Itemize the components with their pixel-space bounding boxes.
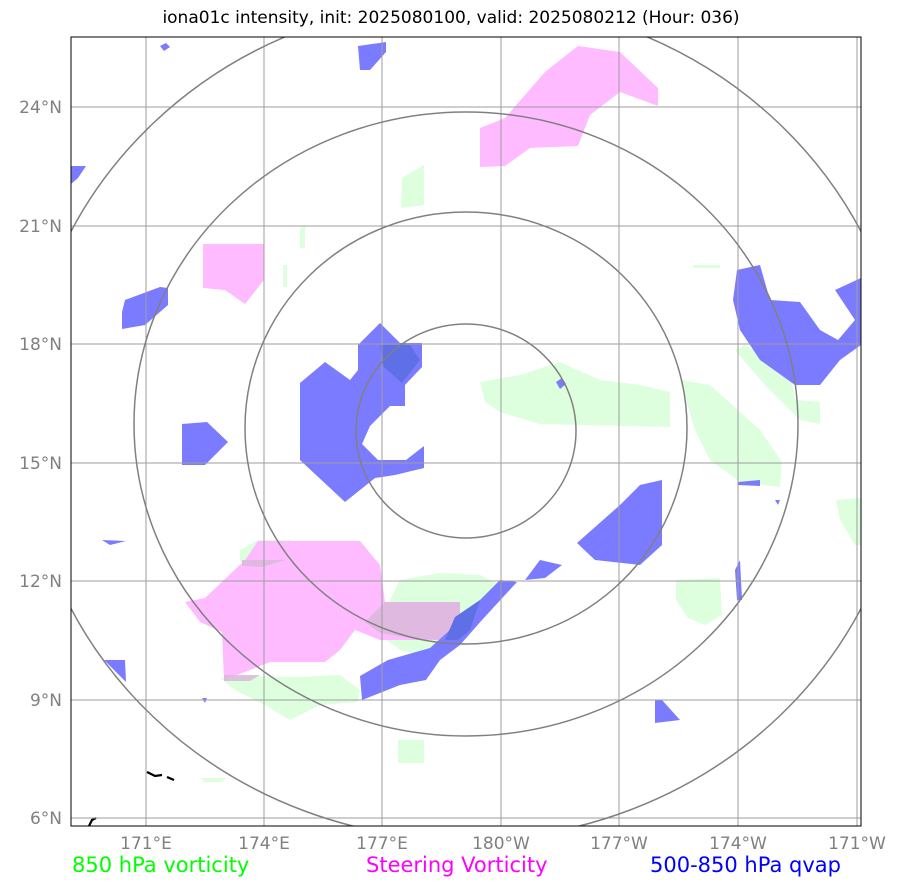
- steering-region: [203, 244, 264, 304]
- lat-tick-label: 21°N: [19, 217, 62, 237]
- range-ring: [244, 211, 688, 645]
- qvap-region: [525, 560, 562, 580]
- qvap-region: [182, 422, 228, 465]
- vort850-region: [300, 226, 305, 248]
- vort850-region: [836, 498, 861, 545]
- lat-tick-labels: 24°N 21°N 18°N 15°N 12°N 9°N 6°N: [19, 98, 62, 829]
- vort850-region: [401, 165, 424, 208]
- lat-tick-label: 9°N: [30, 691, 62, 711]
- coastline: [166, 775, 175, 782]
- qvap-region: [358, 42, 386, 70]
- map-title: iona01c intensity, init: 2025080100, val…: [162, 8, 740, 28]
- vort850-region: [283, 265, 287, 287]
- overlap-region: [224, 675, 260, 681]
- lat-tick-label: 24°N: [19, 98, 62, 118]
- qvap-region: [738, 480, 760, 486]
- lat-tick-label: 6°N: [30, 809, 62, 829]
- legend-850-vorticity: 850 hPa vorticity: [72, 853, 250, 877]
- qvap-region: [160, 43, 170, 51]
- vort850-region: [398, 740, 424, 763]
- qvap-layer: [71, 42, 861, 723]
- qvap-region: [104, 660, 126, 682]
- coastline: [146, 771, 163, 778]
- legend-steering-vorticity: Steering Vorticity: [366, 853, 548, 877]
- lat-tick-label: 15°N: [19, 454, 62, 474]
- lon-tick-label: 177°E: [356, 834, 408, 854]
- qvap-region: [122, 287, 168, 329]
- qvap-region: [102, 540, 126, 545]
- map-frame: [70, 36, 862, 827]
- range-ring: [133, 111, 799, 737]
- vort850-region: [735, 345, 820, 424]
- vort850-region: [220, 675, 360, 720]
- qvap-overlap-region: [445, 600, 480, 640]
- steering-region: [185, 541, 460, 680]
- lon-tick-label: 174°E: [238, 834, 290, 854]
- legend-qvap: 500-850 hPa qvap: [650, 853, 841, 877]
- qvap-region: [360, 580, 517, 700]
- lat-tick-label: 12°N: [19, 572, 62, 592]
- vort850-region: [693, 265, 720, 268]
- coastline: [88, 817, 97, 826]
- vort850-region: [680, 380, 782, 487]
- lon-tick-label: 177°W: [590, 834, 648, 854]
- lon-tick-label: 171°E: [120, 834, 172, 854]
- vort850-region: [676, 578, 722, 625]
- range-ring: [71, 37, 861, 826]
- lat-tick-label: 18°N: [19, 335, 62, 355]
- qvap-region: [775, 500, 780, 505]
- qvap-region: [655, 700, 680, 723]
- range-ring: [355, 323, 577, 539]
- lon-tick-labels: 171°E 174°E 177°E 180°W 177°W 174°W 171°…: [120, 834, 886, 854]
- coastline-layer: [88, 771, 175, 826]
- qvap-region: [71, 166, 86, 184]
- range-rings: [71, 37, 861, 826]
- qvap-region: [733, 265, 861, 385]
- lon-tick-label: 174°W: [709, 834, 767, 854]
- gridlines: [71, 37, 861, 826]
- vort850-region: [200, 778, 226, 782]
- vort850-layer: [200, 165, 861, 782]
- lon-tick-label: 180°W: [472, 834, 530, 854]
- map-area: [71, 37, 861, 826]
- lon-tick-label: 171°W: [828, 834, 886, 854]
- vort850-region: [480, 362, 670, 427]
